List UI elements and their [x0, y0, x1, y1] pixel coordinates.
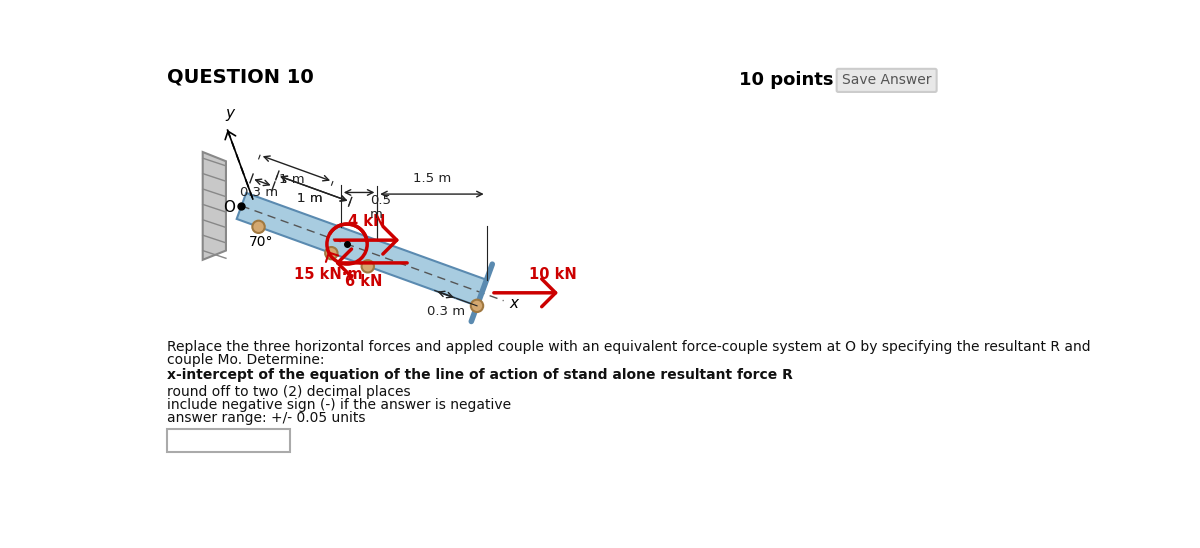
FancyBboxPatch shape [167, 429, 289, 452]
Text: y: y [226, 106, 234, 121]
Text: 1.5 m: 1.5 m [413, 172, 451, 185]
Polygon shape [203, 152, 226, 260]
Text: 0.3 m: 0.3 m [240, 186, 277, 199]
Circle shape [325, 247, 337, 259]
Polygon shape [236, 193, 486, 306]
Text: 4 kN: 4 kN [348, 214, 386, 230]
Text: 0.3 m: 0.3 m [427, 305, 464, 318]
Text: 1 m: 1 m [298, 192, 323, 206]
FancyBboxPatch shape [836, 69, 937, 92]
Text: 1 m: 1 m [280, 174, 305, 186]
Text: QUESTION 10: QUESTION 10 [167, 68, 314, 87]
Text: 10 points: 10 points [739, 71, 834, 89]
Circle shape [470, 300, 484, 312]
Text: include negative sign (-) if the answer is negative: include negative sign (-) if the answer … [167, 398, 511, 412]
Text: O: O [223, 200, 235, 215]
Text: Save Answer: Save Answer [841, 73, 931, 87]
Circle shape [252, 221, 265, 233]
Text: 15 kN·m: 15 kN·m [294, 267, 362, 282]
Text: round off to two (2) decimal places: round off to two (2) decimal places [167, 385, 410, 398]
Text: 70°: 70° [250, 235, 274, 249]
Text: x-intercept of the equation of the line of action of stand alone resultant force: x-intercept of the equation of the line … [167, 368, 793, 383]
Text: Replace the three horizontal forces and appled couple with an equivalent force-c: Replace the three horizontal forces and … [167, 340, 1091, 354]
Text: 6 kN: 6 kN [344, 273, 382, 289]
Text: answer range: +/- 0.05 units: answer range: +/- 0.05 units [167, 410, 366, 425]
Text: 0.5
m: 0.5 m [370, 195, 391, 221]
Text: 1 m: 1 m [298, 192, 323, 206]
Text: 10 kN: 10 kN [529, 267, 577, 282]
Circle shape [361, 260, 374, 272]
Text: x: x [510, 295, 518, 311]
Text: couple Mo. Determine:: couple Mo. Determine: [167, 353, 324, 367]
